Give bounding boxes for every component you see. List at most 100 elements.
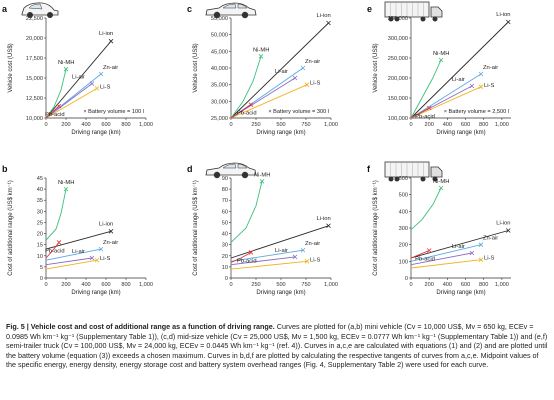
series-line-li-air	[230, 256, 296, 266]
series-label: Pb-acid	[237, 111, 257, 117]
series-line-ni-mh	[230, 56, 262, 119]
x-tick-label: 400	[81, 122, 90, 128]
car-wheel-shape	[47, 12, 53, 18]
truck-icon	[384, 1, 443, 22]
x-tick-label: 0	[409, 122, 412, 128]
series-end-marker	[426, 105, 432, 111]
x-tick-label: 200	[425, 122, 434, 128]
series-end-marker	[108, 38, 114, 44]
series-end-marker	[469, 250, 475, 256]
truck-wheel-shape	[388, 176, 394, 182]
y-axis-label: Vehicle cost (US$)	[193, 43, 199, 92]
series-end-marker	[94, 257, 100, 263]
x-tick-label: 1,000	[495, 122, 509, 128]
y-tick-label: 12,500	[26, 96, 43, 102]
y-tick-label: 30	[222, 243, 228, 249]
series-line-li-air	[410, 252, 472, 266]
x-tick-label: 0	[229, 122, 232, 128]
series-end-marker	[89, 255, 95, 261]
series-end-marker	[258, 54, 264, 59]
y-tick-label: 20	[37, 232, 43, 238]
y-tick-label: 100,000	[388, 116, 408, 122]
x-tick-label: 250	[251, 122, 260, 128]
truck-cab-shape	[430, 6, 443, 18]
battery-volume-annotation: × Battery volume = 100 l	[83, 109, 144, 115]
panel-d: d 0 10 20 30 40 50 60 70 80 90 0 250 500 750 1,000 Drivi…	[187, 162, 338, 296]
series-line-ni-mh	[410, 59, 442, 119]
series-end-marker	[426, 248, 432, 253]
truck-cab-shape	[430, 166, 443, 178]
series-label: Li-air	[72, 249, 85, 255]
series-label: Ni-MH	[58, 60, 74, 66]
series-end-marker	[56, 240, 62, 245]
x-tick-label: 800	[121, 282, 130, 288]
truck-wheel-shape	[432, 176, 438, 182]
car-wheel-shape	[27, 12, 33, 18]
series-end-marker	[300, 247, 306, 253]
y-tick-label: 0	[405, 276, 408, 282]
series-end-marker	[478, 257, 484, 262]
series-label: Pb-acid	[45, 248, 65, 254]
series-end-marker	[292, 75, 298, 81]
series-line-ni-mh	[410, 187, 442, 231]
y-tick-label: 25,000	[211, 116, 228, 122]
series-line-li-ion	[410, 21, 509, 119]
y-tick-label: 45	[37, 176, 43, 182]
x-tick-label: 400	[443, 122, 452, 128]
series-end-marker	[438, 57, 444, 63]
series-label: Zn-air	[103, 65, 118, 71]
series-end-marker	[248, 102, 254, 107]
x-tick-label: 400	[81, 282, 90, 288]
series-label: Ni-MH	[253, 47, 269, 53]
series-line-li-ion	[45, 40, 112, 119]
x-tick-label: 500	[276, 282, 285, 288]
series-end-marker	[259, 179, 265, 184]
x-tick-label: 0	[44, 122, 47, 128]
y-tick-label: 80	[222, 187, 228, 193]
y-tick-label: 200	[399, 243, 408, 249]
series-label: Ni-MH	[433, 179, 449, 185]
series-line-li-s	[230, 84, 308, 119]
series-end-marker	[478, 84, 484, 90]
series-line-pb-acid	[230, 252, 252, 263]
series-end-marker	[304, 82, 310, 87]
x-tick-label: 1,000	[139, 282, 153, 288]
figure-caption: Fig. 5 | Vehicle cost and cost of additi…	[6, 322, 550, 370]
x-tick-label: 1,000	[139, 122, 153, 128]
series-line-li-ion	[410, 230, 509, 259]
y-axis-label: Cost of additional range (US$ km⁻¹)	[373, 180, 379, 276]
series-end-marker	[94, 86, 100, 91]
series-end-marker	[56, 103, 62, 109]
y-axis-label: Cost of additional range (US$ km⁻¹)	[193, 180, 199, 276]
y-tick-label: 30,000	[211, 99, 228, 105]
y-tick-label: 200,000	[388, 76, 408, 82]
x-tick-label: 0	[44, 282, 47, 288]
series-label: Li-ion	[317, 216, 331, 222]
series-label: Li-air	[452, 77, 465, 83]
truck-wheel-shape	[432, 16, 438, 22]
y-tick-label: 22,500	[26, 16, 43, 22]
y-tick-label: 70	[222, 198, 228, 204]
panel-letter: f	[367, 164, 371, 174]
panel-letter: a	[2, 4, 8, 14]
series-line-ni-mh	[45, 189, 67, 241]
series-label: Zn-air	[483, 65, 498, 71]
series-line-ni-mh	[230, 181, 263, 243]
x-tick-label: 750	[301, 282, 310, 288]
series-label: Zn-air	[305, 241, 320, 247]
panel-a: a 10,000 12,500 15,000 17,500 20,000 22,500 0 20…	[2, 2, 153, 136]
series-label: Li-ion	[99, 221, 113, 227]
series-end-marker	[89, 81, 95, 86]
y-tick-label: 150,000	[388, 96, 408, 102]
caption-body: Curves are plotted for (a,b) mini vehicl…	[6, 322, 548, 369]
series-end-marker	[326, 20, 331, 26]
y-tick-label: 10	[37, 254, 43, 260]
truck-wheel-shape	[388, 16, 394, 22]
truck-wheel-shape	[394, 16, 400, 22]
y-tick-label: 55,000	[211, 16, 228, 22]
panel-letter: c	[187, 4, 192, 14]
series-label: Li-S	[100, 256, 110, 262]
series-label: Li-S	[484, 256, 494, 262]
series-label: Zn-air	[103, 240, 118, 246]
x-tick-label: 600	[461, 122, 470, 128]
